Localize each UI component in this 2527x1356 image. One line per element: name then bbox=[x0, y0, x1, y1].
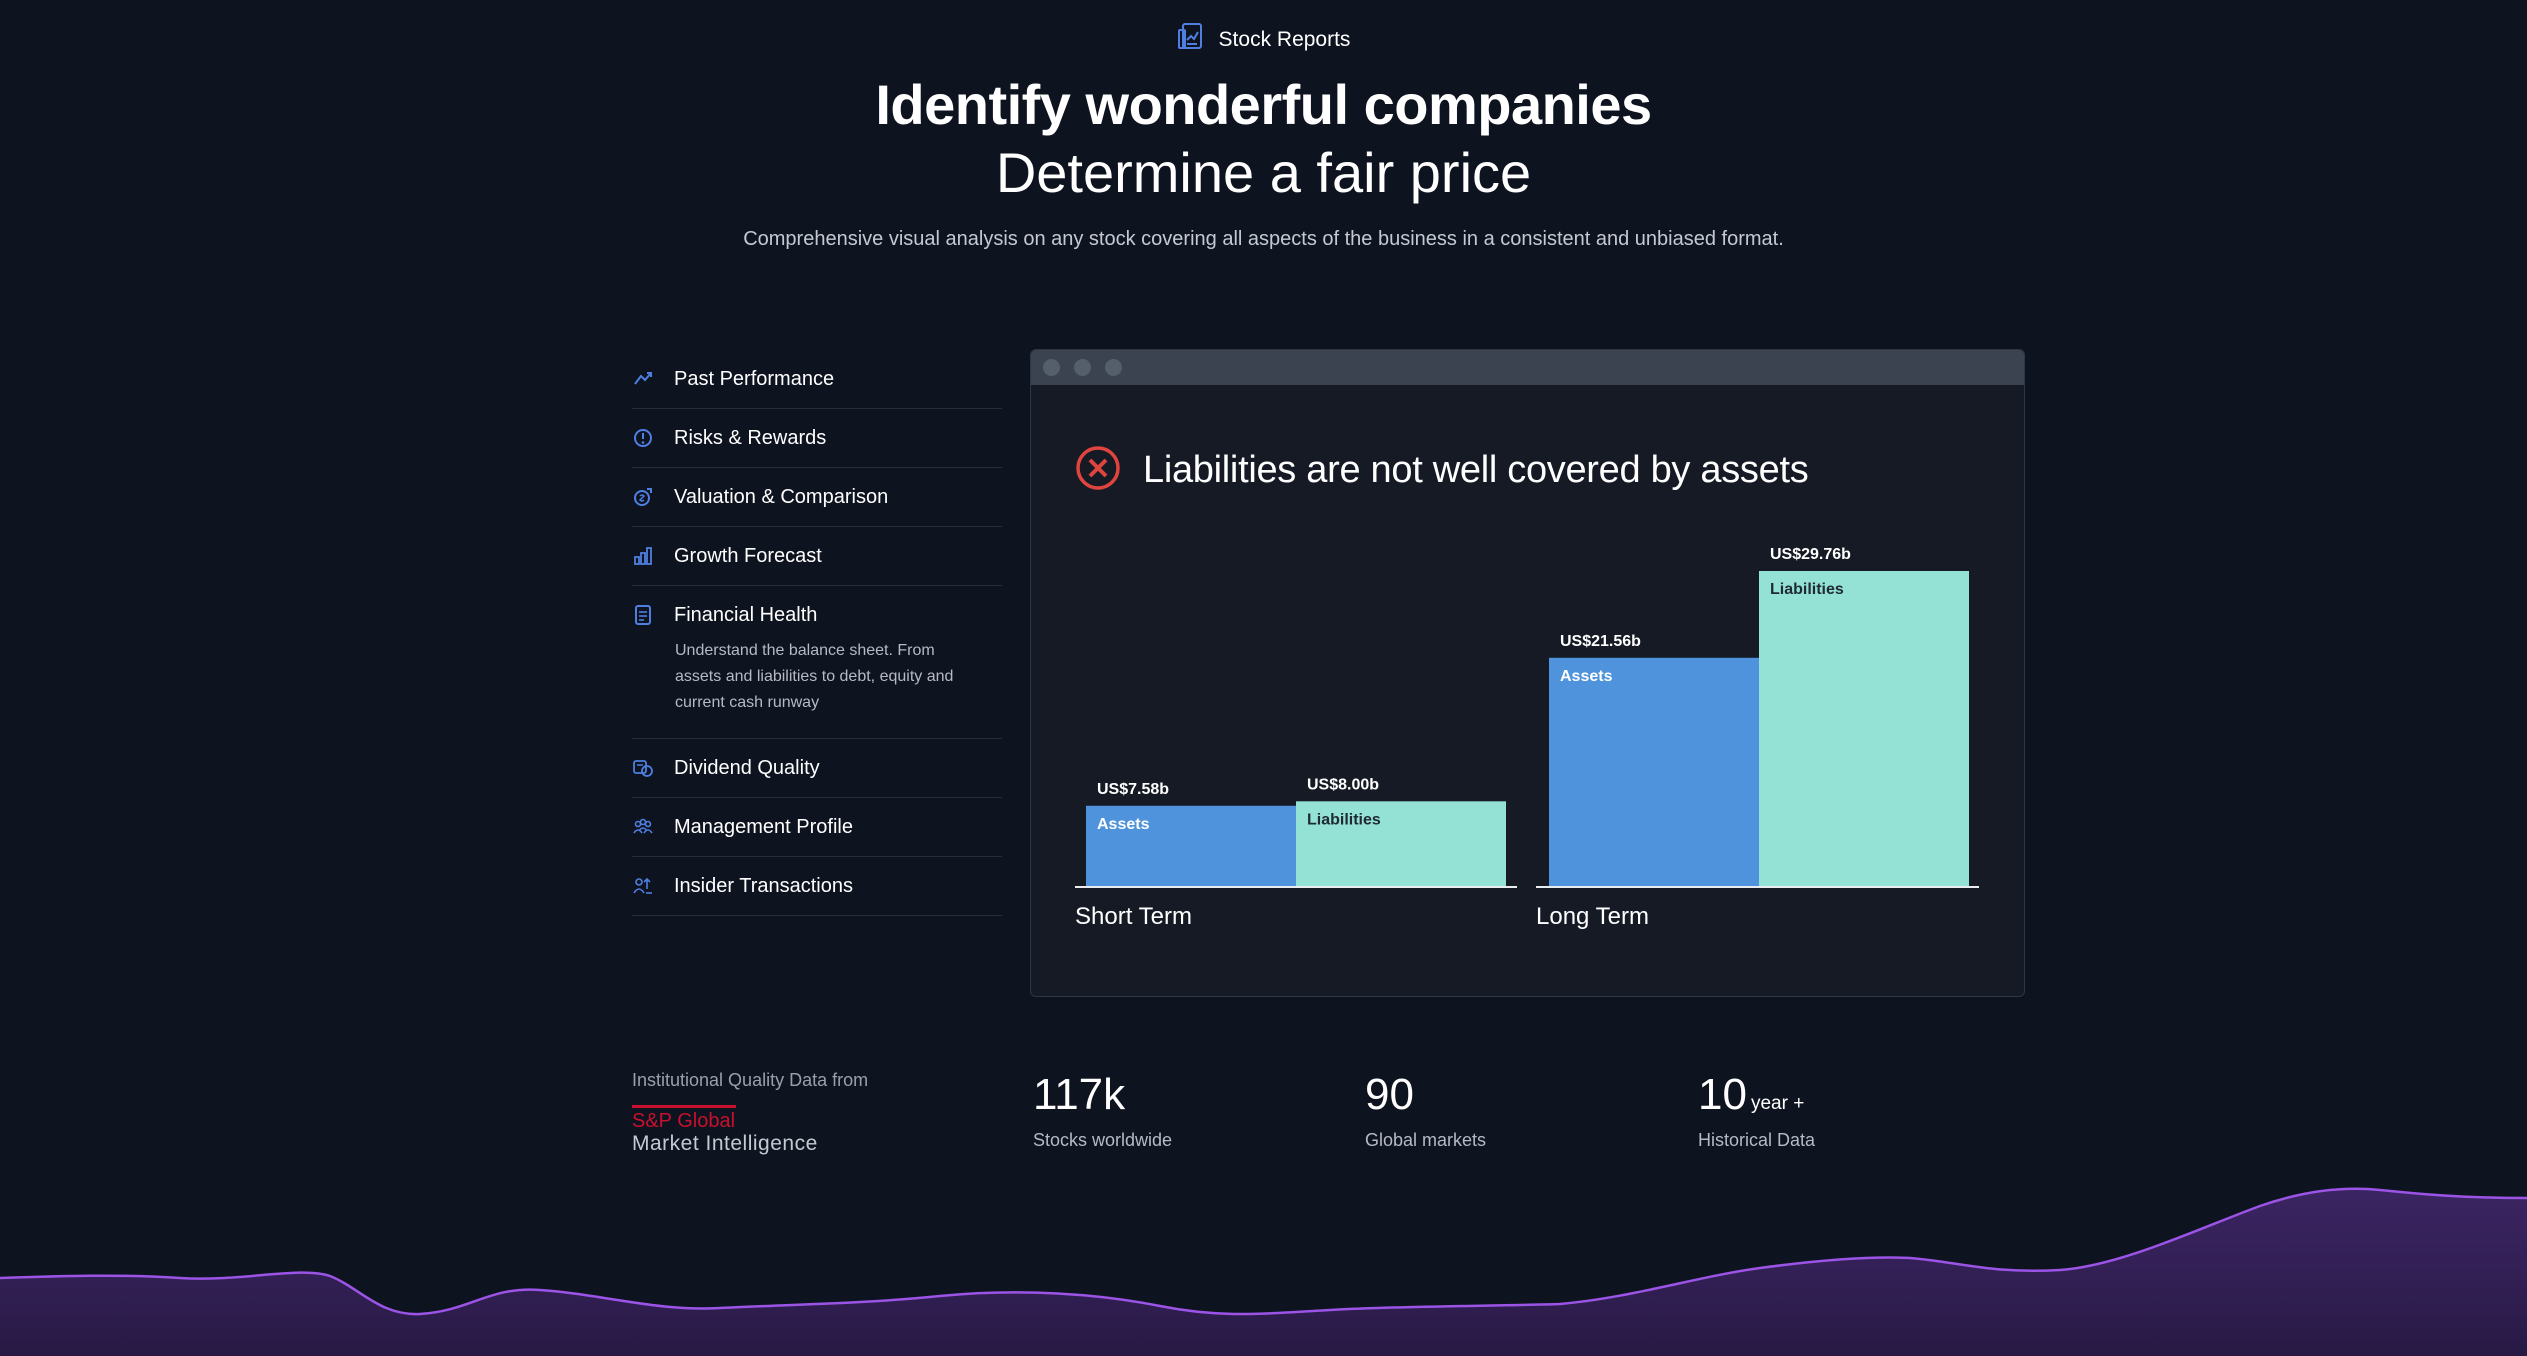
group-label: Short Term bbox=[1075, 903, 1192, 930]
bar-long-term-assets bbox=[1549, 657, 1759, 886]
menu-item-label: Risks & Rewards bbox=[674, 426, 827, 449]
status-row: Liabilities are not well covered by asse… bbox=[1075, 445, 1809, 496]
data-source: Institutional Quality Data from S&P Glob… bbox=[632, 1070, 868, 1156]
menu-item-growth-forecast[interactable]: Growth Forecast bbox=[632, 527, 1002, 586]
stock-reports-badge: Stock Reports bbox=[0, 22, 2527, 58]
bar-series-label: Assets bbox=[1097, 816, 1150, 833]
page-subheadline: Determine a fair price bbox=[995, 141, 1532, 204]
stat-unit: year + bbox=[1750, 1093, 1805, 1114]
logo-subtitle: Market Intelligence bbox=[632, 1132, 818, 1155]
bar-short-term-liabilities bbox=[1296, 801, 1506, 886]
report-sections-menu: Past Performance Risks & Rewards Valuati… bbox=[632, 350, 1002, 916]
balance-sheet-chart: US$7.58b Assets US$8.00b Liabilities Short T… bbox=[1075, 546, 1979, 930]
stat-label: Global markets bbox=[1365, 1130, 1487, 1150]
window-titlebar bbox=[1031, 350, 2024, 385]
menu-item-financial-health[interactable]: Financial Health Understand the balance … bbox=[632, 586, 1002, 739]
growth-icon bbox=[632, 545, 674, 567]
menu-item-past-performance[interactable]: Past Performance bbox=[632, 350, 1002, 409]
logo-rule bbox=[632, 1105, 736, 1108]
menu-item-label: Management Profile bbox=[674, 815, 853, 838]
menu-item-management-profile[interactable]: Management Profile bbox=[632, 798, 1002, 857]
insider-icon bbox=[632, 875, 674, 897]
menu-item-risks-rewards[interactable]: Risks & Rewards bbox=[632, 409, 1002, 468]
bar-long-term-liabilities bbox=[1759, 571, 1969, 886]
page-description: Comprehensive visual analysis on any sto… bbox=[743, 228, 1784, 250]
menu-item-insider-transactions[interactable]: Insider Transactions bbox=[632, 857, 1002, 916]
menu-item-label: Growth Forecast bbox=[674, 544, 822, 567]
bar-value-label: US$21.56b bbox=[1560, 633, 1641, 650]
risk-icon bbox=[632, 427, 674, 449]
menu-item-dividend-quality[interactable]: Dividend Quality bbox=[632, 739, 1002, 798]
menu-item-label: Insider Transactions bbox=[674, 874, 853, 897]
stat-history: 10 year + Historical Data bbox=[1698, 1070, 1815, 1151]
bar-short-term-assets bbox=[1086, 805, 1296, 886]
window-dot bbox=[1105, 359, 1122, 376]
badge-label: Stock Reports bbox=[1218, 28, 1351, 51]
bar-series-label: Assets bbox=[1560, 668, 1613, 685]
menu-item-description: Understand the balance sheet. From asset… bbox=[675, 642, 954, 711]
bar-series-label: Liabilities bbox=[1307, 811, 1381, 828]
bar-value-label: US$7.58b bbox=[1097, 781, 1169, 798]
menu-item-label: Dividend Quality bbox=[674, 756, 820, 779]
stat-label: Historical Data bbox=[1698, 1130, 1816, 1150]
menu-item-label: Financial Health bbox=[674, 603, 818, 626]
bar-value-label: US$8.00b bbox=[1307, 776, 1379, 793]
performance-icon bbox=[632, 368, 674, 390]
page-headline: Identify wonderful companies bbox=[875, 73, 1652, 136]
stat-value: 90 bbox=[1365, 1070, 1414, 1119]
source-label: Institutional Quality Data from bbox=[632, 1070, 869, 1090]
dividend-icon bbox=[632, 757, 674, 779]
report-preview-panel: US$7.58b Assets US$8.00b Liabilities Short T… bbox=[1030, 349, 2025, 997]
sp-global-logo: S&P Global Market Intelligence bbox=[632, 1105, 868, 1156]
bar-value-label: US$29.76b bbox=[1770, 546, 1851, 563]
group-label: Long Term bbox=[1536, 903, 1649, 930]
stat-stocks: 117k Stocks worldwide bbox=[1033, 1070, 1172, 1151]
stat-label: Stocks worldwide bbox=[1033, 1130, 1173, 1150]
window-dot bbox=[1043, 359, 1060, 376]
valuation-icon bbox=[632, 486, 674, 508]
window-dot bbox=[1074, 359, 1091, 376]
menu-item-label: Valuation & Comparison bbox=[674, 485, 889, 508]
stat-markets: 90 Global markets bbox=[1365, 1070, 1486, 1151]
people-icon bbox=[632, 816, 674, 838]
error-circle-icon bbox=[1075, 445, 1121, 496]
stat-value: 10 bbox=[1698, 1070, 1747, 1119]
bar-series-label: Liabilities bbox=[1770, 581, 1844, 598]
status-title: Liabilities are not well covered by asse… bbox=[1143, 449, 1809, 491]
menu-item-label: Past Performance bbox=[674, 367, 835, 390]
logo-name: S&P Global bbox=[632, 1110, 736, 1132]
background-wave bbox=[0, 1187, 2527, 1356]
stat-value: 117k bbox=[1033, 1070, 1126, 1119]
report-icon bbox=[1177, 22, 1205, 58]
menu-item-valuation[interactable]: Valuation & Comparison bbox=[632, 468, 1002, 527]
document-icon bbox=[632, 604, 674, 626]
